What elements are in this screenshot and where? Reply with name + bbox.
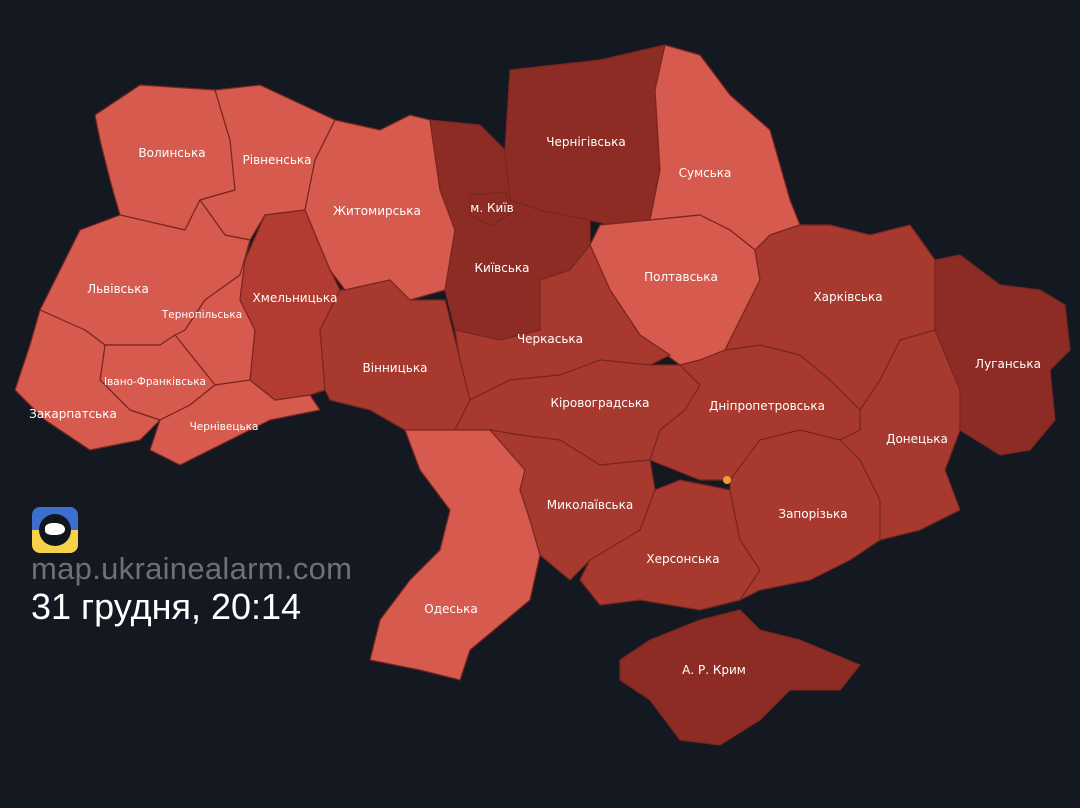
timestamp: 31 грудня, 20:14 (31, 586, 302, 627)
site-url: map.ukrainealarm.com (31, 551, 353, 586)
ukraine-alarm-logo-icon (32, 507, 78, 553)
region-6[interactable] (14, 309, 161, 451)
region-23[interactable] (724, 224, 936, 411)
region-7[interactable] (149, 379, 321, 466)
region-21[interactable] (729, 429, 881, 601)
region-24[interactable] (934, 254, 1071, 456)
region-1[interactable] (199, 84, 336, 241)
region-9[interactable] (319, 279, 471, 431)
region-19[interactable] (619, 609, 861, 746)
hotspot-marker (723, 476, 731, 484)
region-16[interactable] (369, 429, 541, 681)
region-11[interactable] (504, 44, 666, 226)
region-25[interactable] (469, 191, 513, 227)
